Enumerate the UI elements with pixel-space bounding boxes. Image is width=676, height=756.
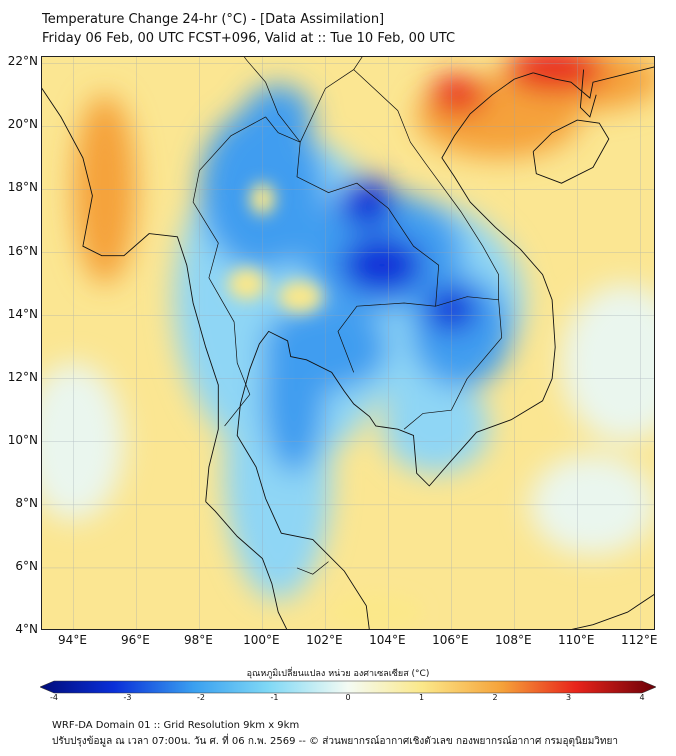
- field-spot: [227, 268, 266, 300]
- map-panel: [41, 56, 655, 630]
- lat-label: 6°N: [15, 558, 38, 573]
- colorbar-tick-label: -1: [270, 693, 279, 702]
- border-line: [299, 57, 363, 143]
- temperature-field: [42, 57, 654, 600]
- lon-label: 110°E: [558, 633, 595, 647]
- colorbar-tick-label: 1: [418, 693, 425, 702]
- lat-label: 18°N: [7, 180, 38, 195]
- coastline: [42, 87, 219, 502]
- field-blob: [341, 236, 423, 294]
- coastline: [533, 66, 654, 99]
- colorbar-tick-label: 3: [565, 693, 572, 702]
- lon-label: 108°E: [495, 633, 532, 647]
- lon-label: 100°E: [243, 633, 280, 647]
- field-blob: [337, 176, 395, 228]
- coastline: [579, 69, 597, 118]
- lat-label: 10°N: [7, 432, 38, 447]
- temperature-map: [42, 57, 654, 629]
- chart-title: Temperature Change 24-hr (°C) - [Data As…: [42, 12, 385, 27]
- lat-label: 4°N: [15, 622, 38, 636]
- coastlines: [42, 57, 654, 629]
- lat-label: 12°N: [7, 369, 38, 384]
- lat-label: 22°N: [7, 54, 38, 69]
- graticule: [42, 57, 654, 629]
- border-line: [296, 561, 329, 575]
- temperature-field-detail: [227, 183, 423, 629]
- lon-label: 104°E: [369, 633, 406, 647]
- colorbar-tick-label: -3: [123, 693, 132, 702]
- colorbar-tick-label: 4: [639, 693, 645, 702]
- chart-subtitle: Friday 06 Feb, 00 UTC FCST+096, Valid at…: [42, 31, 456, 46]
- colorbar-tick-label: 2: [492, 693, 498, 702]
- lat-label: 16°N: [7, 243, 38, 258]
- coastline: [532, 119, 610, 184]
- border-line: [403, 296, 503, 430]
- border-line: [243, 57, 301, 143]
- field-blob: [561, 284, 654, 442]
- colorbar-tick-label: 0: [345, 693, 351, 702]
- field-blob: [382, 378, 490, 474]
- border-line: [296, 142, 440, 373]
- border-line: [192, 116, 266, 427]
- colorbar-title: อุณหภูมิเปลี่ยนแปลง หน่วย องศาเซลเซียส (…: [246, 669, 430, 679]
- footer-credits: ปรับปรุงข้อมูล ณ เวลา 07:00น. วัน ศ. ที่…: [52, 736, 618, 747]
- colorbar-tick-label: -4: [50, 693, 58, 702]
- field-blob: [504, 57, 606, 92]
- lat-label: 14°N: [7, 306, 38, 321]
- colorbar: [40, 680, 656, 694]
- field-spot: [278, 280, 323, 313]
- lon-label: 106°E: [432, 633, 469, 647]
- lon-label: 112°E: [621, 633, 658, 647]
- field-blob: [429, 75, 486, 114]
- lat-label: 20°N: [7, 117, 38, 132]
- colorbar-tick-label: -2: [197, 693, 205, 702]
- border-line: [353, 69, 499, 300]
- lon-label: 96°E: [121, 633, 150, 647]
- footer-resolution: WRF-DA Domain 01 :: Grid Resolution 9km …: [52, 720, 300, 731]
- coastline: [205, 501, 288, 629]
- coastline: [571, 593, 654, 629]
- lon-label: 102°E: [306, 633, 343, 647]
- lat-label: 8°N: [15, 495, 38, 510]
- field-spot: [328, 593, 423, 629]
- field-blob: [262, 315, 326, 474]
- lon-label: 98°E: [183, 633, 213, 647]
- lon-label: 94°E: [58, 633, 87, 647]
- field-blob: [243, 85, 313, 149]
- coastline: [236, 72, 556, 629]
